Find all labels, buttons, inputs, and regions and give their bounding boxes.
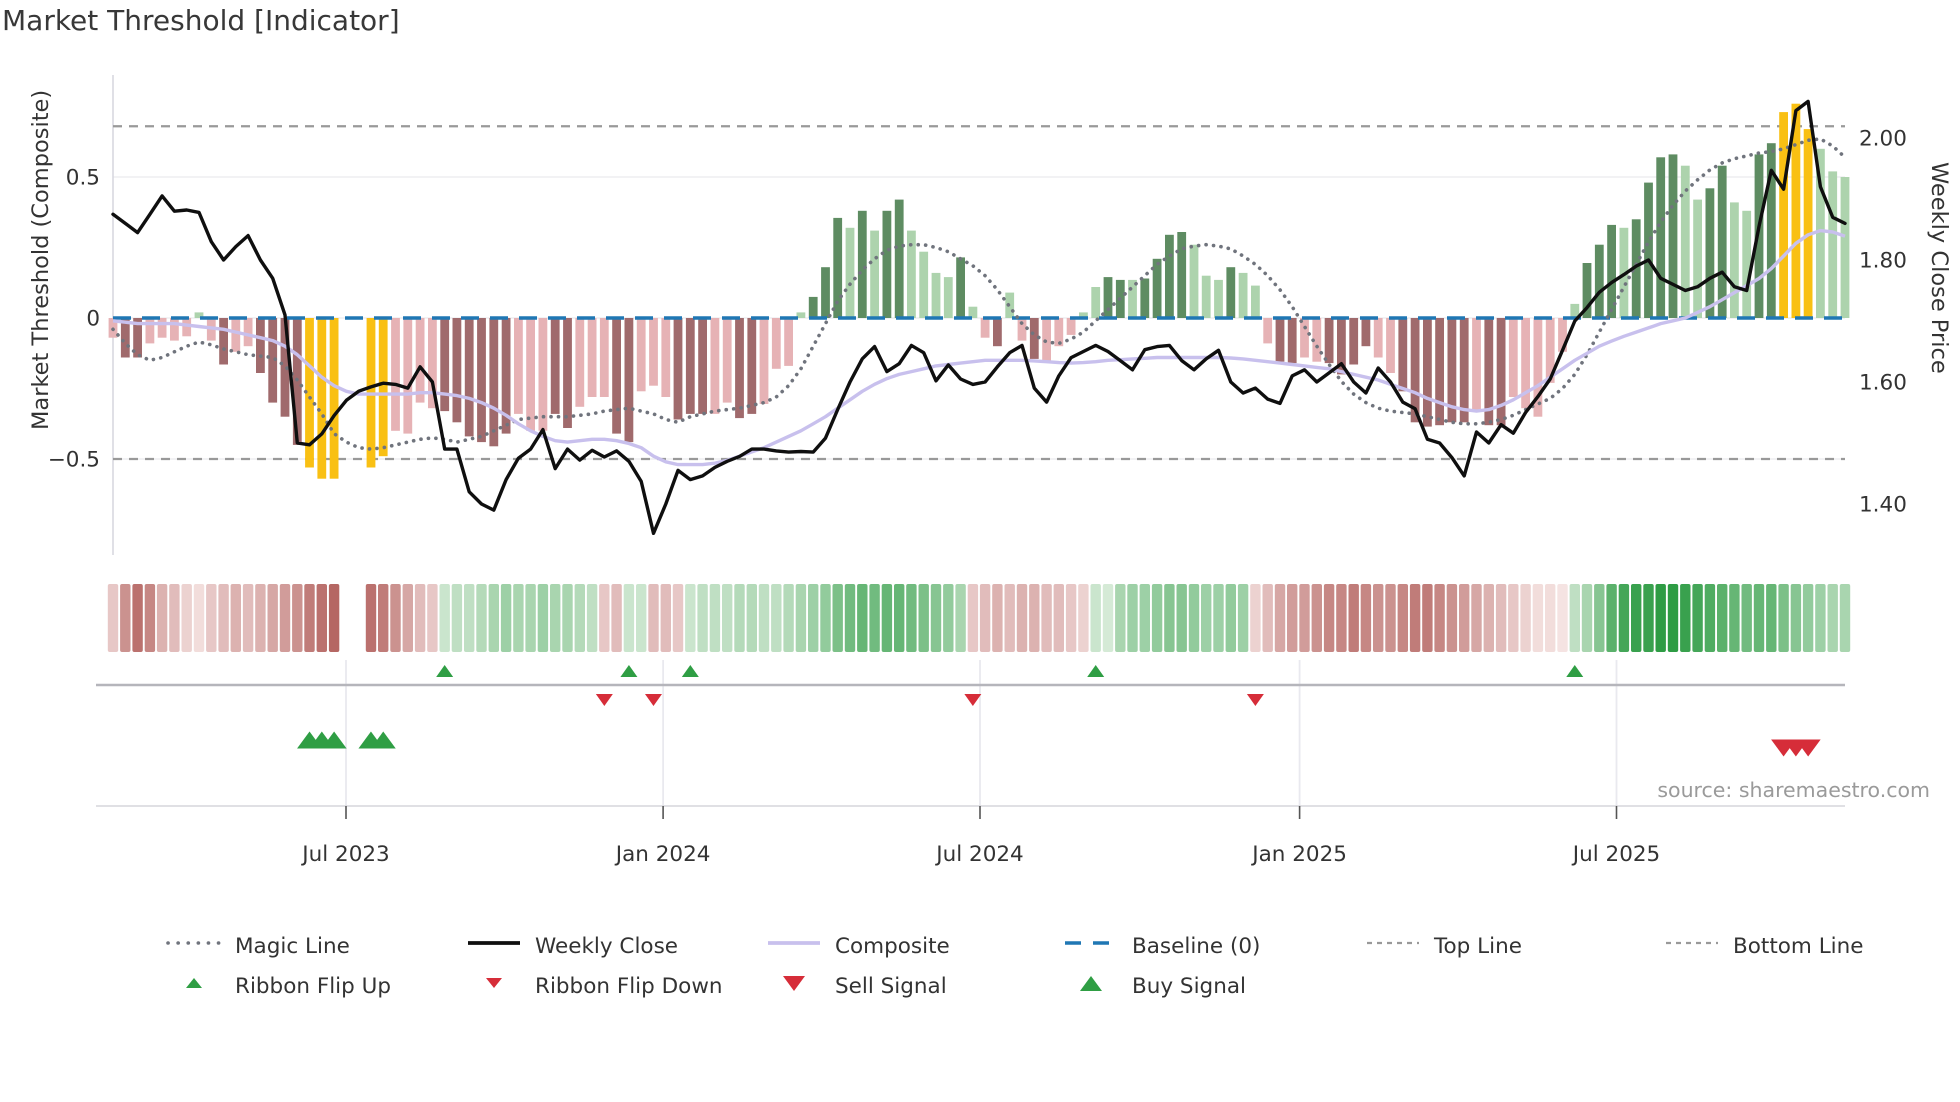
legend-item-ribbon-flip-down: Ribbon Flip Down — [465, 972, 723, 1000]
legend-label: Ribbon Flip Up — [235, 973, 392, 999]
legend-item-sell-signal: Sell Signal — [765, 972, 947, 1000]
svg-text:0.5: 0.5 — [66, 166, 100, 191]
y-axis-ticks: 0.5 0 −0.5 2.00 1.80 1.60 1.40 — [48, 127, 1907, 518]
legend-label: Composite — [835, 933, 950, 959]
threshold-bars — [108, 103, 1850, 479]
left-axis-label: Market Threshold (Composite) — [28, 89, 54, 430]
legend-label: Magic Line — [235, 933, 350, 959]
down-triangle-icon — [465, 975, 523, 997]
legend-item-composite: Composite — [765, 932, 950, 960]
legend-label: Top Line — [1434, 933, 1522, 959]
magic-line — [111, 137, 1847, 451]
down-triangle-icon — [765, 975, 823, 997]
x-axis-ticks: Jul 2023 Jan 2024 Jul 2024 Jan 2025 Jul 2025 — [300, 806, 1660, 867]
svg-text:Jul 2024: Jul 2024 — [934, 842, 1024, 867]
dashed-line-swatch-icon — [1062, 935, 1120, 957]
ribbon-strip — [107, 584, 1851, 652]
svg-text:−0.5: −0.5 — [48, 448, 100, 473]
legend-label: Ribbon Flip Down — [535, 973, 723, 999]
solid-line-swatch-icon — [465, 935, 523, 957]
svg-text:Jan 2025: Jan 2025 — [1250, 842, 1347, 867]
dash-line-swatch-icon — [1364, 935, 1422, 957]
right-axis-label: Weekly Close Price — [1926, 162, 1952, 374]
page-title: Market Threshold [Indicator] — [2, 4, 400, 37]
legend-label: Bottom Line — [1733, 933, 1864, 959]
svg-text:1.80: 1.80 — [1859, 249, 1907, 274]
weekly-close-line — [111, 99, 1847, 535]
dotted-line-swatch-icon — [165, 935, 223, 957]
legend-label: Weekly Close — [535, 933, 679, 959]
signals-panel — [96, 660, 1845, 807]
legend-item-weekly-close: Weekly Close — [465, 932, 678, 960]
svg-text:0: 0 — [86, 307, 100, 332]
dash-line-swatch-icon — [1663, 935, 1721, 957]
legend-label: Baseline (0) — [1132, 933, 1261, 959]
legend-item-magic-line: Magic Line — [165, 932, 350, 960]
source-credit: source: sharemaestro.com — [1657, 778, 1930, 802]
legend-label: Buy Signal — [1132, 973, 1246, 999]
svg-text:Jul 2025: Jul 2025 — [1571, 842, 1661, 867]
up-triangle-icon — [1062, 975, 1120, 997]
legend-item-bottom-line: Bottom Line — [1663, 932, 1864, 960]
solid-line-swatch-icon — [765, 935, 823, 957]
legend-item-buy-signal: Buy Signal — [1062, 972, 1246, 1000]
svg-text:1.40: 1.40 — [1859, 493, 1907, 518]
legend-item-ribbon-flip-up: Ribbon Flip Up — [165, 972, 391, 1000]
svg-text:Jul 2023: Jul 2023 — [300, 842, 390, 867]
svg-text:2.00: 2.00 — [1859, 127, 1907, 152]
svg-text:Jan 2024: Jan 2024 — [614, 842, 711, 867]
up-triangle-icon — [165, 975, 223, 997]
svg-text:1.60: 1.60 — [1859, 371, 1907, 396]
composite-line — [112, 228, 1846, 467]
legend-label: Sell Signal — [835, 973, 947, 999]
legend-item-baseline: Baseline (0) — [1062, 932, 1260, 960]
legend-item-top-line: Top Line — [1364, 932, 1522, 960]
